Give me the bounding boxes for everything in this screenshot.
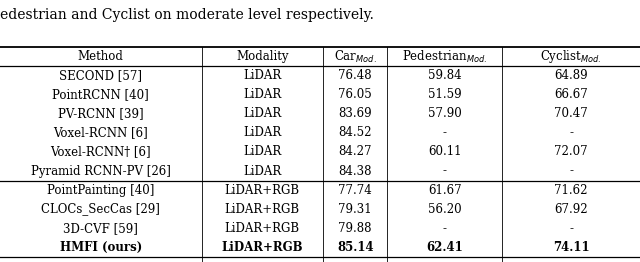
Text: -: - [569,126,573,139]
Text: 84.52: 84.52 [339,126,372,139]
Text: Pedestrian$_{Mod.}$: Pedestrian$_{Mod.}$ [402,49,488,65]
Text: -: - [443,222,447,235]
Text: LiDAR: LiDAR [243,69,282,82]
Text: 84.38: 84.38 [339,165,372,178]
Text: 61.67: 61.67 [428,184,461,196]
Text: 79.31: 79.31 [339,203,372,216]
Text: CLOCs_SecCas [29]: CLOCs_SecCas [29] [42,203,160,216]
Text: PointRCNN [40]: PointRCNN [40] [52,88,149,101]
Text: Voxel-RCNN† [6]: Voxel-RCNN† [6] [51,145,151,159]
Text: LiDAR+RGB: LiDAR+RGB [221,241,303,254]
Text: 66.67: 66.67 [554,88,588,101]
Text: 56.20: 56.20 [428,203,461,216]
Text: 85.14: 85.14 [337,241,374,254]
Text: PointPainting [40]: PointPainting [40] [47,184,154,196]
Text: 84.27: 84.27 [339,145,372,159]
Text: edestrian and Cyclist on moderate level respectively.: edestrian and Cyclist on moderate level … [0,8,374,22]
Text: Cyclist$_{Mod.}$: Cyclist$_{Mod.}$ [540,48,602,65]
Text: -: - [443,165,447,178]
Text: Method: Method [78,50,124,63]
Text: 51.59: 51.59 [428,88,461,101]
Text: 76.05: 76.05 [339,88,372,101]
Text: -: - [569,165,573,178]
Text: LiDAR: LiDAR [243,165,282,178]
Text: 64.89: 64.89 [554,69,588,82]
Text: 3D-CVF [59]: 3D-CVF [59] [63,222,138,235]
Text: SECOND [57]: SECOND [57] [60,69,142,82]
Text: 67.92: 67.92 [554,203,588,216]
Text: HMFI (ours): HMFI (ours) [60,241,142,254]
Text: 62.41: 62.41 [426,241,463,254]
Text: LiDAR+RGB: LiDAR+RGB [225,222,300,235]
Text: LiDAR: LiDAR [243,88,282,101]
Text: LiDAR: LiDAR [243,126,282,139]
Text: LiDAR+RGB: LiDAR+RGB [225,184,300,196]
Text: PV-RCNN [39]: PV-RCNN [39] [58,107,143,120]
Text: 60.11: 60.11 [428,145,461,159]
Text: 79.88: 79.88 [339,222,372,235]
Text: 71.62: 71.62 [554,184,588,196]
Text: LiDAR: LiDAR [243,145,282,159]
Text: Car$_{Mod.}$: Car$_{Mod.}$ [334,49,376,65]
Text: 70.47: 70.47 [554,107,588,120]
Text: 72.07: 72.07 [554,145,588,159]
Text: 83.69: 83.69 [339,107,372,120]
Text: LiDAR: LiDAR [243,107,282,120]
Text: 74.11: 74.11 [553,241,589,254]
Text: 59.84: 59.84 [428,69,461,82]
Text: -: - [443,126,447,139]
Text: Pyramid RCNN-PV [26]: Pyramid RCNN-PV [26] [31,165,171,178]
Text: 76.48: 76.48 [339,69,372,82]
Text: Voxel-RCNN [6]: Voxel-RCNN [6] [53,126,148,139]
Text: -: - [569,222,573,235]
Text: 57.90: 57.90 [428,107,461,120]
Text: 77.74: 77.74 [339,184,372,196]
Text: Modality: Modality [236,50,289,63]
Text: LiDAR+RGB: LiDAR+RGB [225,203,300,216]
